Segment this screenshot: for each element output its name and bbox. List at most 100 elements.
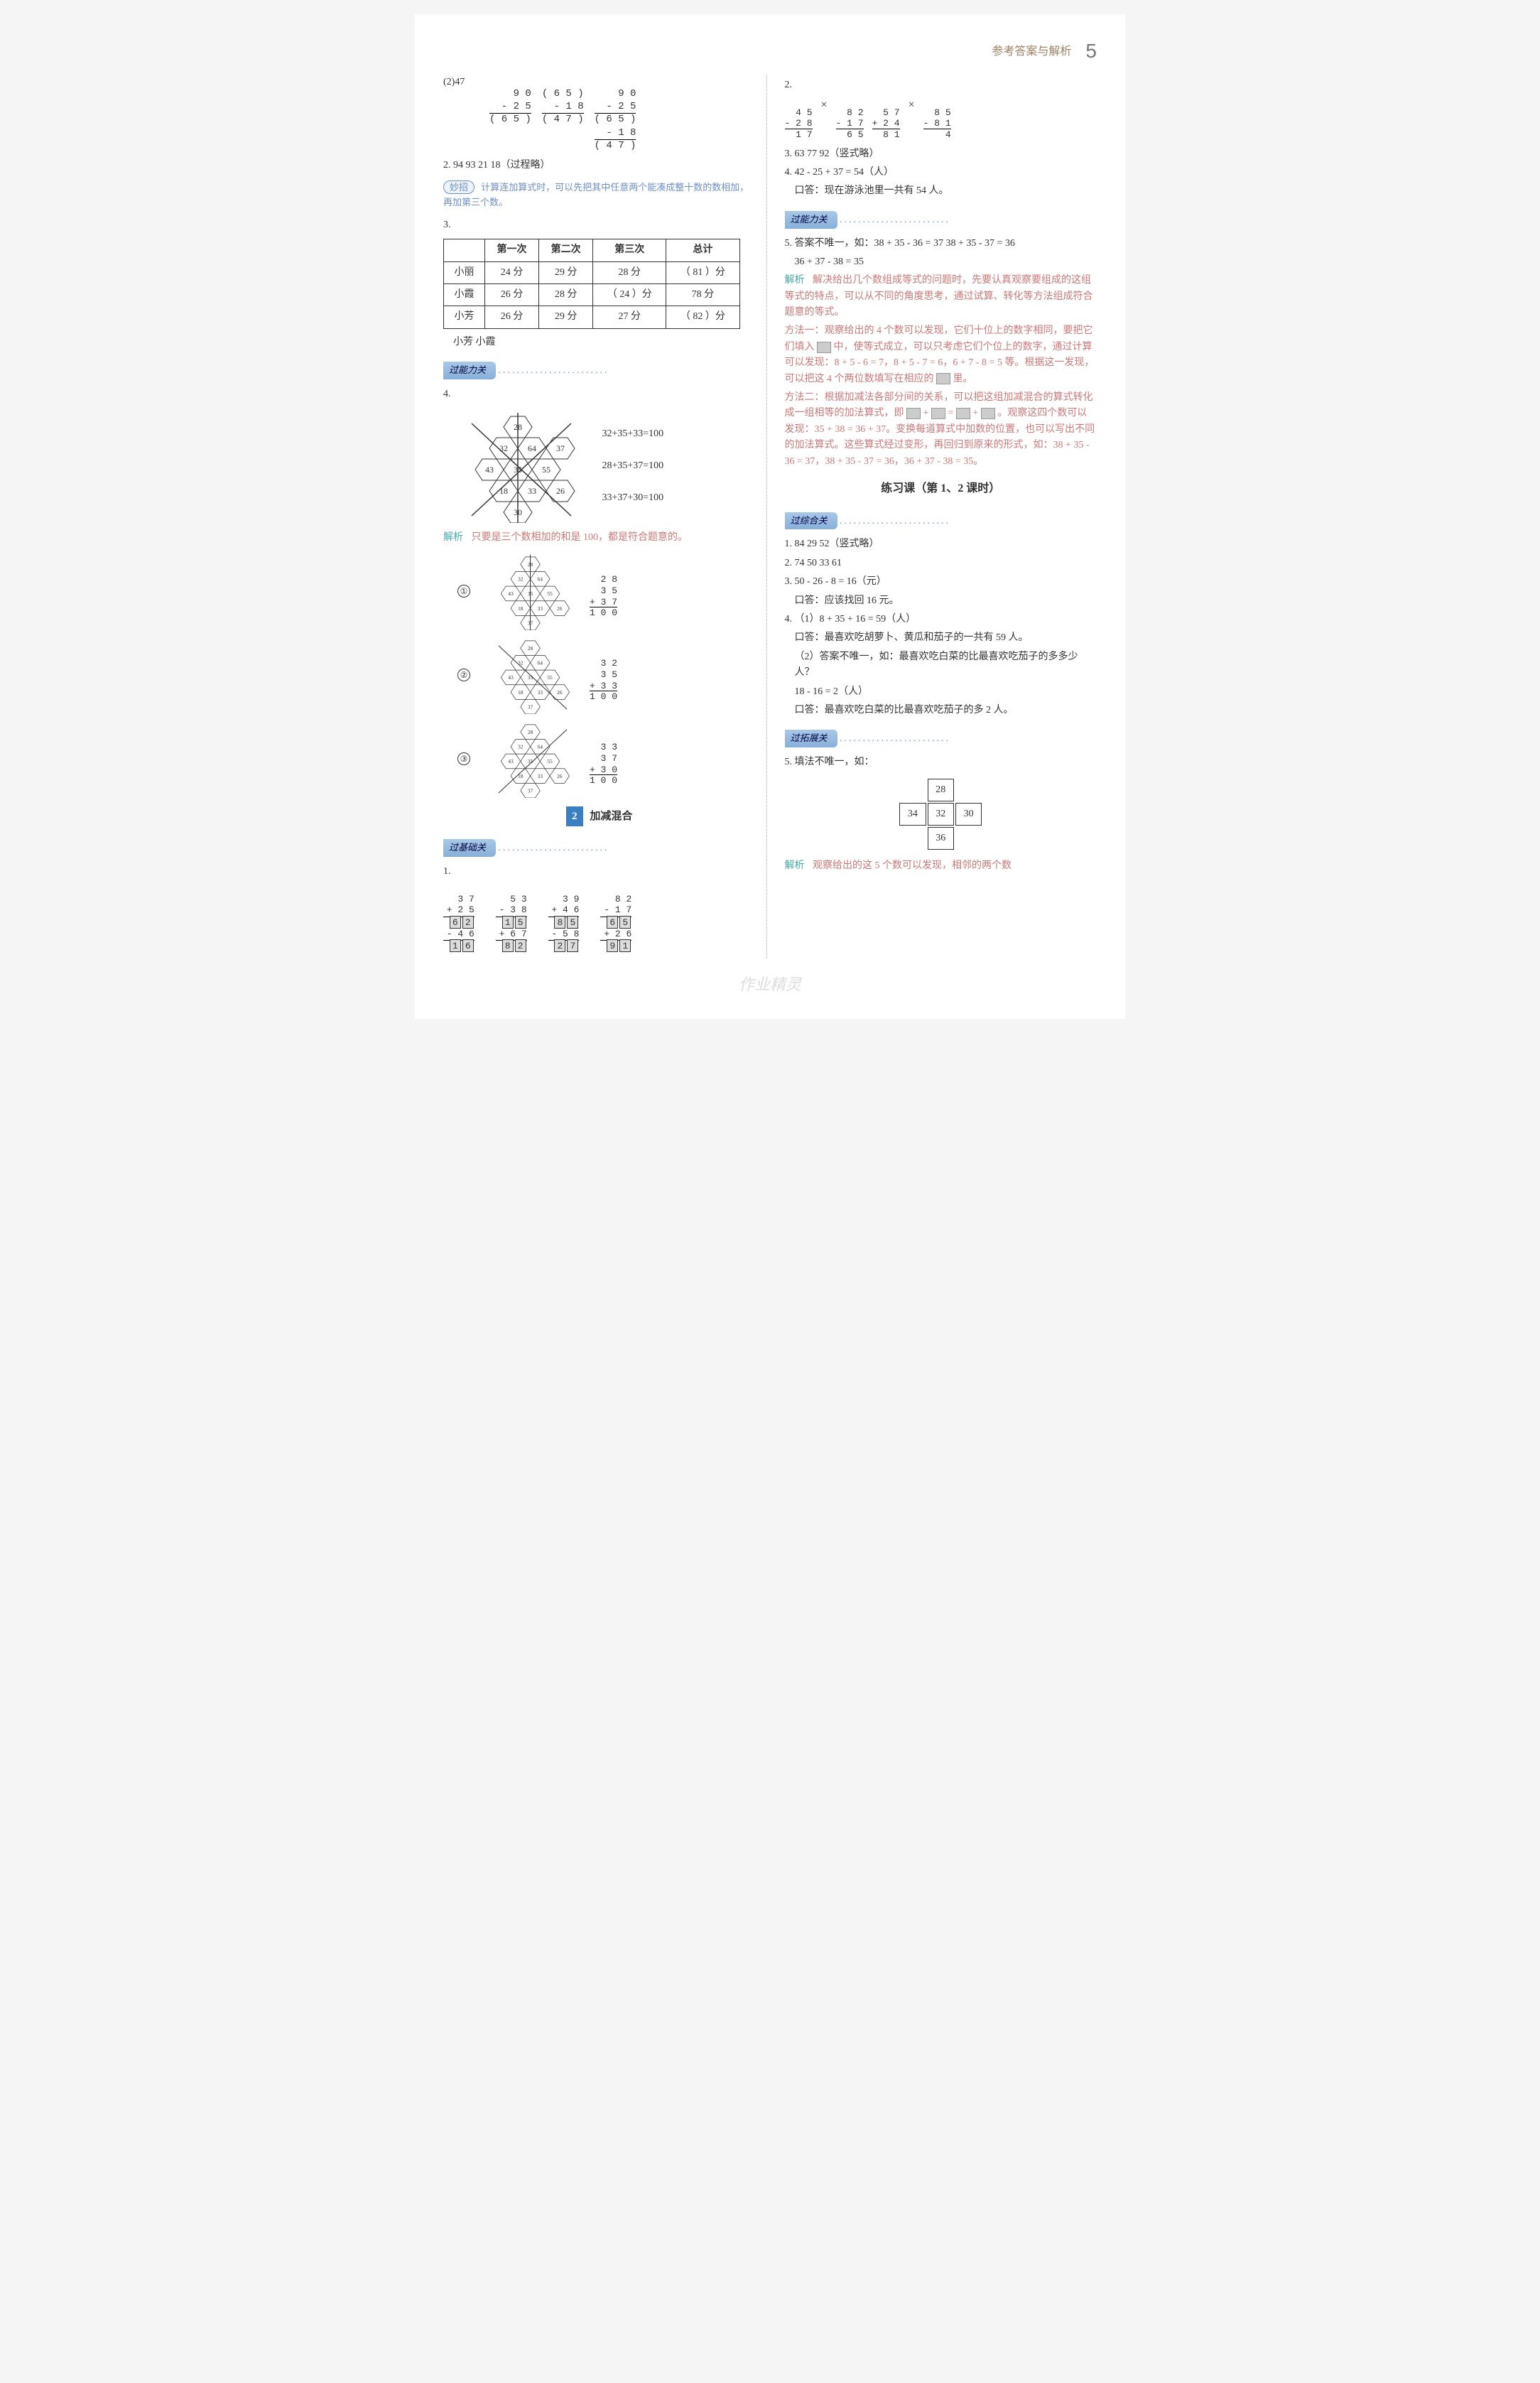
svg-text:28: 28 (528, 561, 533, 568)
c3b: 口答：应该找回 16 元。 (785, 593, 1097, 609)
svg-text:33: 33 (538, 773, 543, 779)
svg-text:35: 35 (514, 465, 522, 475)
page-header: 参考答案与解析 5 (443, 36, 1097, 67)
svg-text:37: 37 (528, 787, 533, 794)
circled-3: ③ (457, 752, 470, 765)
sub-hex-1: ① (457, 552, 756, 630)
cross-mark: × (909, 96, 915, 114)
rq2-label: 2. (785, 77, 1097, 93)
q3-label: 3. (443, 217, 756, 233)
svg-text:55: 55 (542, 465, 551, 475)
c4d: 18 - 16 = 2（人） (785, 684, 1097, 700)
final-analysis: 解析 观察给出的这 5 个数可以发现，相邻的两个数 (785, 858, 1097, 874)
svg-text:33: 33 (528, 486, 536, 496)
section-tag-comp: 过综合关 (785, 512, 837, 530)
r-line4a: 4. 42 - 25 + 37 = 54（人） (785, 165, 1097, 180)
blank-box-icon (906, 408, 921, 419)
hex-equations: 32+35+33=100 28+35+37=100 33+37+30=100 (602, 426, 664, 506)
c4e: 口答：最喜欢吃白菜的比最喜欢吃茄子的多 2 人。 (785, 703, 1097, 718)
sub-hex-group: ① (443, 552, 756, 798)
score-table: 第一次 第二次 第三次 总计 小丽 24 分 29 分 28 分 （ 81 ）分… (443, 239, 740, 329)
svg-text:18: 18 (518, 773, 524, 779)
cross-mark: × (821, 96, 828, 114)
sub-hex-3: ③ (457, 720, 756, 798)
lesson-title: 练习课（第 1、2 课时） (785, 480, 1097, 498)
tip-tag: 妙招 (443, 180, 475, 194)
svg-text:35: 35 (528, 758, 533, 764)
vert-calc-row: 3 7 + 2 5 62 - 4 6 16 5 3 - 3 8 15 + 6 7… (443, 882, 756, 952)
q4-label: 4. (443, 387, 756, 402)
analysis-label-final: 解析 (785, 860, 805, 871)
rq5-head: 5. 答案不唯一，如：38 + 35 - 36 = 37 38 + 35 - 3… (785, 236, 1097, 252)
analysis-text: 只要是三个数相加的和是 100，都是符合题意的。 (472, 532, 688, 543)
hex-svg-small: 283264 433555 183337 26 (487, 720, 579, 798)
q2-label: (2)47 (443, 75, 479, 90)
svg-text:33: 33 (538, 605, 543, 612)
svg-text:43: 43 (485, 465, 494, 475)
svg-text:30: 30 (514, 507, 522, 517)
left-column: (2)47 9 0 - 2 5 ( 6 5 ) ( 6 5 ) - 1 8 ( … (443, 75, 767, 958)
analysis-p2: 方法一：观察给出的 4 个数可以发现，它们十位上的数字相同，要把它们填入 中，使… (785, 323, 1097, 387)
r-analysis: 解析 解决给出几个数组成等式的问题时，先要认真观察要组成的这组等式的特点，可以从… (785, 273, 1097, 320)
rcalc-1: 4 5 - 2 8 1 7 (785, 96, 813, 140)
svg-text:28: 28 (514, 422, 522, 432)
section-extension: 过拓展关 ........................ (785, 721, 1097, 752)
rcalc-4: 8 5 - 8 1 4 (923, 96, 951, 140)
rcalc-2: 8 2 - 1 7 6 5 (836, 96, 864, 140)
svg-text:64: 64 (538, 576, 543, 582)
vcalc-3: 3 9 + 4 6 85 - 5 8 27 (548, 882, 580, 952)
svg-text:32: 32 (518, 743, 524, 750)
r-line4b: 口答：现在游泳池里一共有 54 人。 (785, 183, 1097, 199)
line-2: 2. 94 93 21 18（过程略） (443, 158, 756, 173)
svg-text:43: 43 (508, 590, 514, 597)
vcalc-1: 3 7 + 2 5 62 - 4 6 16 (443, 882, 475, 952)
analysis-p3: 方法二：根据加减法各部分间的关系，可以把这组加减混合的算式转化成一组相等的加法算… (785, 390, 1097, 470)
sum-calc-3: 3 3 3 7 + 3 0 1 0 0 (590, 731, 617, 787)
svg-text:35: 35 (528, 590, 533, 597)
watermark: 作业精灵 (443, 972, 1097, 997)
rq5-head2: 36 + 37 - 38 = 35 (785, 254, 1097, 270)
svg-text:55: 55 (547, 674, 553, 681)
c1: 1. 84 29 52（竖式略） (785, 536, 1097, 552)
hex-svg-small: 283264 433555 183337 26 (487, 636, 579, 714)
vcalc-4: 8 2 - 1 7 65 + 2 6 91 (600, 882, 631, 952)
c4b: 口答：最喜欢吃胡萝卜、黄瓜和茄子的一共有 59 人。 (785, 630, 1097, 646)
svg-text:35: 35 (528, 674, 533, 681)
svg-text:64: 64 (528, 443, 536, 453)
calc-c: 9 0 - 2 5 ( 6 5 ) - 1 8 ( 4 7 ) (595, 75, 636, 152)
svg-text:26: 26 (556, 486, 565, 496)
section-comprehensive: 过综合关 ........................ (785, 504, 1097, 534)
q1b-label: 1. (443, 864, 756, 880)
section-ability-r: 过能力关 ........................ (785, 202, 1097, 233)
analysis-p1: 解决给出几个数组成等式的问题时，先要认真观察要组成的这组等式的特点，可以从不同的… (785, 275, 1093, 318)
blank-box-icon (931, 408, 945, 419)
svg-text:43: 43 (508, 758, 514, 764)
chapter-name: 加减混合 (590, 811, 632, 822)
calc-a: 9 0 - 2 5 ( 6 5 ) (489, 75, 531, 126)
section-ability: 过能力关 ........................ (443, 353, 756, 384)
tip-text: 计算连加算式时，可以先把其中任意两个能凑成整十数的数相加，再加第三个数。 (443, 182, 749, 207)
blank-box-icon (956, 408, 970, 419)
table-row: 小芳 26 分 29 分 27 分 （ 82 ）分 (444, 306, 740, 328)
cross-diagram: 28 34 32 30 36 (898, 777, 983, 851)
chapter-title: 2 加减混合 (443, 806, 756, 826)
hex-main-diagram: 28 32 64 43 35 55 18 33 30 37 26 32+35+3… (457, 409, 756, 523)
blank-box-icon (981, 408, 995, 419)
chapter-number: 2 (566, 806, 583, 826)
svg-text:28: 28 (528, 729, 533, 735)
q2-calc-row: (2)47 9 0 - 2 5 ( 6 5 ) ( 6 5 ) - 1 8 ( … (443, 75, 756, 152)
svg-text:64: 64 (538, 743, 543, 750)
svg-text:55: 55 (547, 590, 553, 597)
c4a: 4. （1）8 + 35 + 16 = 59（人） (785, 612, 1097, 627)
blank-box-icon (817, 342, 831, 353)
svg-text:32: 32 (518, 576, 524, 582)
sub-hex-2: ② (457, 636, 756, 714)
svg-text:18: 18 (518, 605, 524, 612)
q5-fill: 5. 填法不唯一，如： (785, 755, 1097, 770)
page: 参考答案与解析 5 (2)47 9 0 - 2 5 ( 6 5 ) ( 6 5 … (415, 14, 1125, 1019)
analysis-label-r: 解析 (785, 275, 805, 286)
hex-svg-small: 283264 433555 183337 26 (487, 552, 579, 630)
svg-text:33: 33 (538, 689, 543, 696)
vcalc-2: 5 3 - 3 8 15 + 6 7 82 (496, 882, 527, 952)
svg-text:18: 18 (499, 486, 508, 496)
